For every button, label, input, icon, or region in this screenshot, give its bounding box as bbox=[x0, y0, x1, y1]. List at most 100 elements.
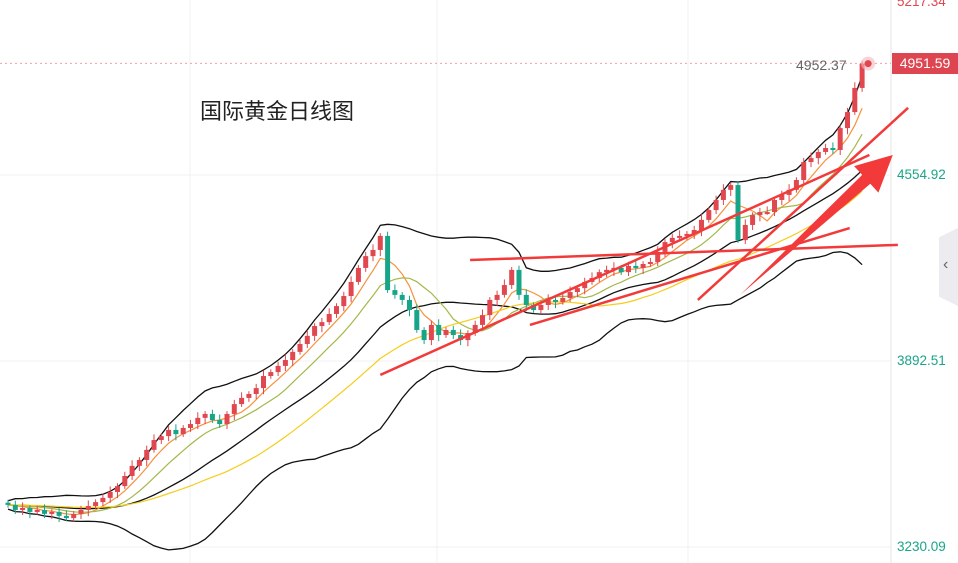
candle-body bbox=[720, 189, 726, 200]
candle-body bbox=[290, 351, 296, 361]
candle-body bbox=[560, 297, 566, 302]
candle-body bbox=[355, 267, 361, 282]
candle-body bbox=[553, 299, 558, 302]
candle-body bbox=[217, 420, 223, 425]
candle-body bbox=[224, 413, 230, 425]
candle-body bbox=[728, 185, 734, 190]
candle-body bbox=[859, 63, 865, 88]
candle-body bbox=[34, 509, 40, 512]
candle-body bbox=[494, 294, 500, 300]
candle-body bbox=[626, 265, 631, 273]
candle-body bbox=[377, 235, 383, 250]
candle-body bbox=[56, 511, 62, 516]
bollinger-lower bbox=[7, 251, 863, 551]
candle-body bbox=[71, 513, 77, 519]
candle-body bbox=[129, 465, 135, 476]
candle-body bbox=[750, 215, 756, 225]
candle-body bbox=[27, 507, 33, 512]
candle-body bbox=[845, 112, 850, 129]
candle-body bbox=[268, 372, 274, 377]
candle-body bbox=[180, 427, 186, 435]
candle-body bbox=[5, 502, 11, 505]
candle-body bbox=[472, 324, 478, 334]
candle-body bbox=[545, 299, 551, 305]
candle-body bbox=[706, 210, 712, 220]
candle-body bbox=[582, 281, 588, 289]
candle-body bbox=[436, 324, 442, 336]
candle-body bbox=[793, 180, 799, 190]
candle-body bbox=[531, 304, 537, 311]
candle-body bbox=[618, 267, 624, 273]
candle-body bbox=[647, 262, 653, 265]
candle-body bbox=[538, 304, 544, 311]
candle-body bbox=[195, 417, 201, 425]
arrow-icon bbox=[740, 155, 893, 295]
candle-body bbox=[516, 269, 522, 295]
candle-body bbox=[655, 251, 661, 263]
candle-body bbox=[399, 294, 405, 300]
candle-body bbox=[209, 413, 215, 421]
y-tick-label: 4554.92 bbox=[897, 167, 946, 182]
candle-body bbox=[63, 515, 69, 519]
candle-body bbox=[341, 295, 347, 307]
candle-body bbox=[202, 413, 208, 418]
chart-title: 国际黄金日线图 bbox=[200, 99, 355, 124]
candle-body bbox=[122, 475, 128, 487]
candle-body bbox=[735, 185, 741, 241]
candle-body bbox=[158, 436, 164, 441]
candle-body bbox=[49, 511, 55, 514]
trendline bbox=[379, 153, 870, 377]
last-price-badge: 4951.59 bbox=[892, 53, 958, 74]
candle-body bbox=[443, 329, 449, 336]
candle-body bbox=[633, 265, 639, 268]
collapse-panel-button[interactable]: ‹ bbox=[939, 228, 958, 306]
candle-body bbox=[363, 256, 369, 268]
candle-body bbox=[107, 491, 113, 498]
candle-body bbox=[421, 329, 427, 341]
candle-body bbox=[334, 306, 339, 314]
candle-body bbox=[450, 329, 456, 336]
candle-body bbox=[677, 235, 683, 238]
candle-body bbox=[392, 290, 398, 295]
candle-body bbox=[93, 502, 99, 507]
candle-body bbox=[823, 148, 829, 152]
candle-body bbox=[574, 288, 580, 293]
trendline bbox=[529, 226, 851, 327]
candle-body bbox=[407, 299, 412, 311]
candle-body bbox=[691, 230, 697, 234]
candle-body bbox=[757, 212, 763, 216]
candle-body bbox=[304, 335, 310, 345]
candle-body bbox=[509, 269, 515, 286]
candle-body bbox=[414, 310, 420, 330]
ma-line-ma5 bbox=[7, 108, 863, 516]
candle-body bbox=[144, 449, 150, 460]
candle-body bbox=[808, 158, 814, 163]
candle-body bbox=[261, 376, 266, 389]
candle-body bbox=[385, 235, 391, 291]
candle-body bbox=[684, 233, 690, 236]
chevron-left-icon: ‹ bbox=[943, 256, 949, 273]
candle-body bbox=[253, 388, 259, 394]
candle-body bbox=[370, 249, 376, 257]
candle-body bbox=[231, 404, 237, 414]
y-tick-label: 3892.51 bbox=[897, 353, 946, 368]
candle-body bbox=[640, 263, 646, 268]
candle-body bbox=[188, 424, 193, 428]
candle-body bbox=[239, 397, 245, 405]
candle-body bbox=[487, 299, 493, 316]
candle-body bbox=[173, 429, 179, 435]
candle-body bbox=[523, 294, 529, 305]
candle-body bbox=[713, 199, 719, 211]
candle-body bbox=[100, 497, 106, 503]
candle-body bbox=[830, 148, 836, 151]
candle-body bbox=[20, 507, 26, 510]
candle-body bbox=[297, 344, 303, 352]
candle-body bbox=[348, 281, 354, 296]
candle-body bbox=[596, 272, 602, 279]
trendline bbox=[470, 243, 898, 262]
candle-body bbox=[699, 219, 704, 231]
candle-body bbox=[669, 237, 675, 243]
candle-body bbox=[275, 365, 281, 373]
candle-body bbox=[78, 509, 84, 514]
